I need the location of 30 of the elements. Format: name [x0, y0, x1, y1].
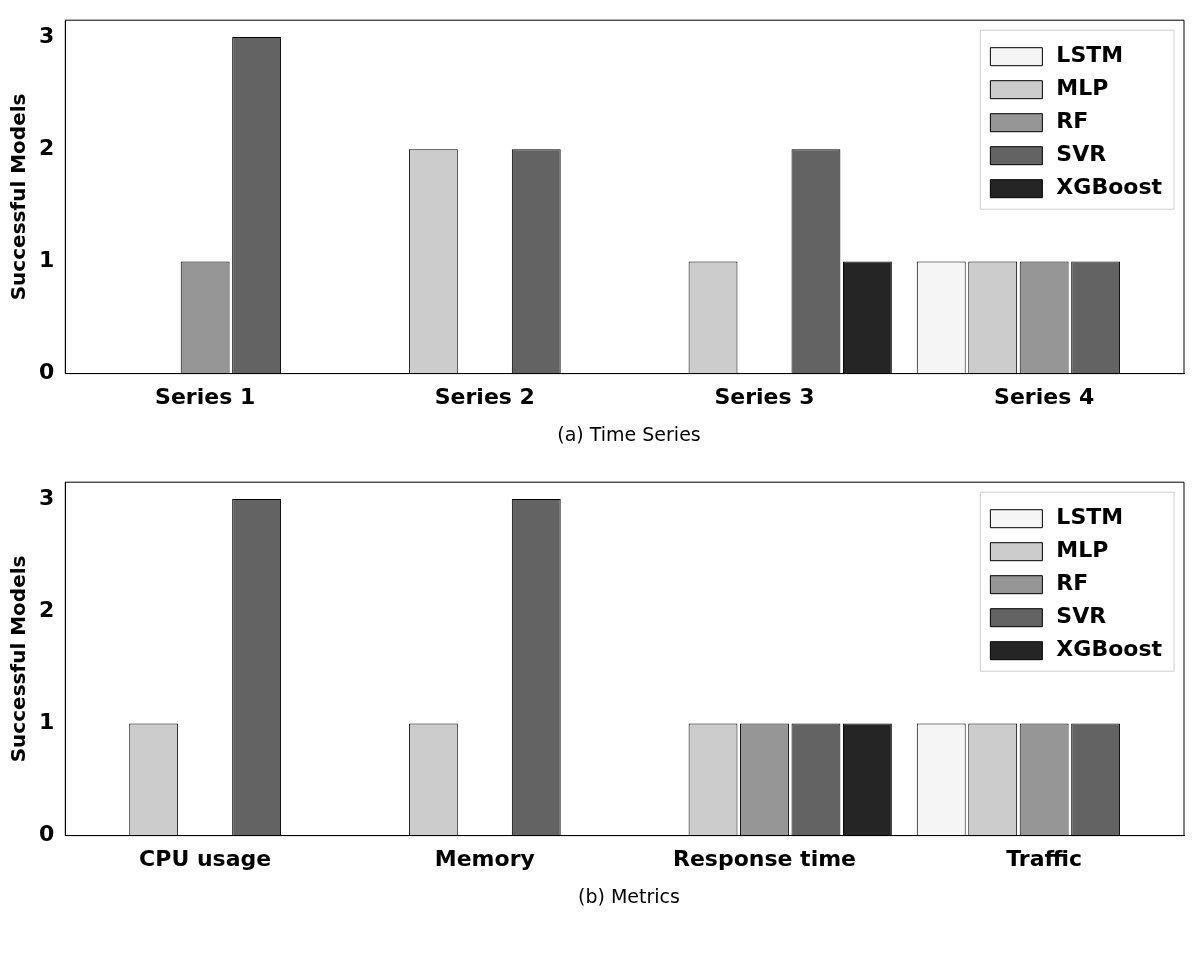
x-tick-label: Series 4 — [994, 383, 1095, 409]
text: (a) Time Series — [556, 422, 702, 447]
y-tick-label: 1 — [39, 709, 55, 735]
legend-label: RF — [1056, 108, 1089, 134]
legend-label: LSTM — [1056, 42, 1124, 68]
y-tick-label: 1 — [39, 247, 55, 273]
y-tick-label: 0 — [39, 821, 55, 847]
legend-label: XGBoost — [1056, 174, 1163, 200]
y-axis-title: Successful Models — [6, 555, 31, 763]
legend-label: RF — [1056, 570, 1089, 596]
y-axis-title: Successful Models — [6, 93, 31, 301]
legend-label: LSTM — [1056, 504, 1124, 530]
x-tick-label: Series 2 — [434, 383, 535, 409]
x-tick-label: Memory — [434, 845, 535, 871]
text: (b) Metrics — [577, 884, 681, 909]
x-tick-label: Response time — [672, 845, 857, 871]
legend-label: SVR — [1056, 141, 1107, 167]
x-tick-label: Series 3 — [714, 383, 815, 409]
x-tick-label: CPU usage — [139, 845, 272, 871]
x-tick-label: Traffic — [1006, 845, 1083, 871]
legend-label: MLP — [1056, 75, 1109, 101]
y-tick-label: 2 — [39, 596, 55, 622]
y-tick-label: 0 — [39, 359, 55, 385]
y-tick-label: 2 — [39, 134, 55, 160]
y-tick-label: 3 — [39, 22, 55, 48]
y-tick-label: 3 — [39, 484, 55, 510]
x-tick-label: Series 1 — [155, 383, 256, 409]
legend-label: MLP — [1056, 537, 1109, 563]
legend-label: XGBoost — [1056, 636, 1163, 662]
legend-label: SVR — [1056, 603, 1107, 629]
